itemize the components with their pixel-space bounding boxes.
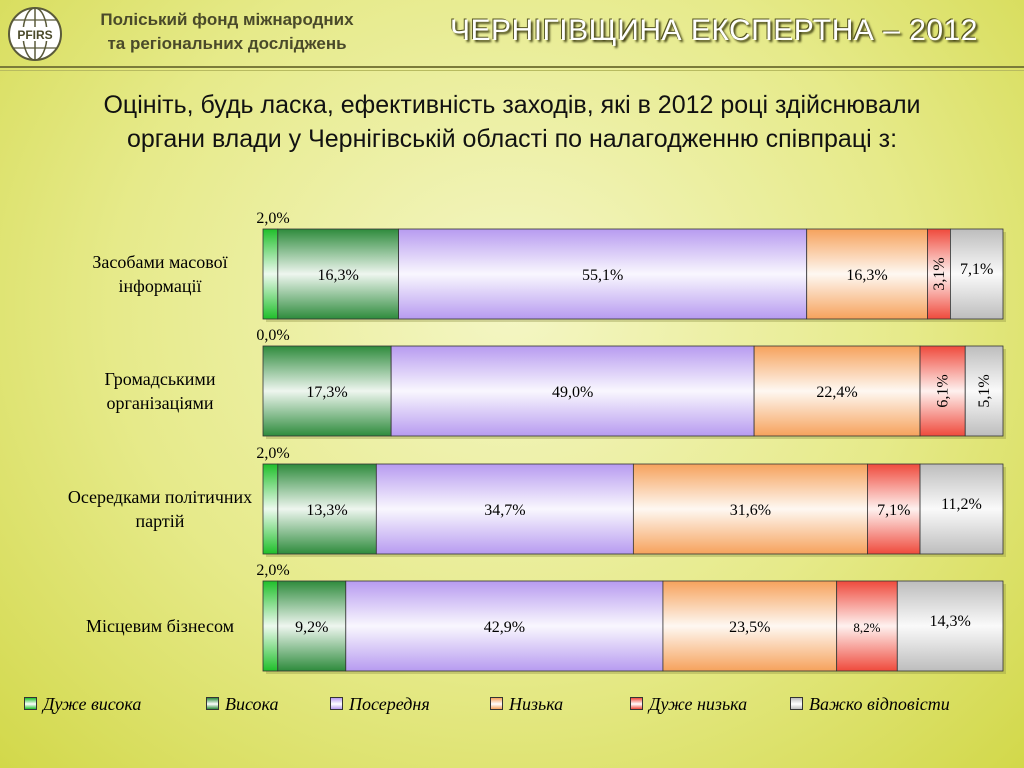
category-label: Засобами масової інформації (92, 252, 227, 296)
data-label: 55,1% (582, 267, 623, 284)
data-label: 6,1% (935, 374, 952, 407)
legend-item-high: Висока (206, 694, 279, 715)
data-label: 16,3% (846, 267, 887, 284)
bar-segment-very_high (262, 463, 279, 555)
data-label: 0,0% (256, 327, 289, 344)
category-label: Осередками політичних партій (68, 487, 252, 531)
data-label: 14,3% (929, 613, 970, 630)
data-label: 42,9% (484, 619, 525, 636)
category-label-line: Місцевим бізнесом (86, 616, 234, 636)
data-label: 16,3% (318, 267, 359, 284)
bar-segment-medium (398, 228, 808, 320)
data-label: 23,5% (729, 619, 770, 636)
bar-segment-low (806, 228, 928, 320)
legend-label: Посередня (349, 694, 430, 714)
bar-segment-high (277, 580, 347, 672)
data-label: 2,0% (256, 562, 289, 579)
slide-title: ЧЕРНІГІВЩИНА ЕКСПЕРТНА – 2012 (450, 14, 978, 47)
category-label-line: інформації (119, 276, 202, 296)
org-line-1: Поліський фонд міжнародних (100, 10, 354, 29)
data-label: 13,3% (306, 502, 347, 519)
category-label-line: Засобами масової (92, 252, 227, 272)
header-divider (0, 66, 1024, 68)
chart-legend: Дуже висока Висока Посередня Низька Дуже низ… (24, 694, 1004, 718)
bar-segment-very_high (262, 580, 279, 672)
slide-header: PFIRS Поліський фонд міжнародних та регі… (0, 0, 1024, 66)
legend-item-hard: Важко відповісти (790, 694, 950, 715)
bar-segment-low (753, 345, 921, 437)
data-label: 2,0% (256, 210, 289, 227)
data-label: 3,1% (931, 257, 948, 290)
legend-item-low: Низька (490, 694, 563, 715)
legend-item-very_high: Дуже висока (24, 694, 141, 715)
data-label: 31,6% (730, 502, 771, 519)
stacked-bar-chart: Засобами масової інформації 2,0% 16,3% 55,1%… (68, 210, 1006, 674)
bar-segment-high (277, 463, 377, 555)
data-label: 2,0% (256, 445, 289, 462)
logo-text: PFIRS (17, 28, 52, 42)
category-label-line: партій (136, 511, 185, 531)
legend-label: Дуже низька (649, 694, 748, 714)
legend-swatch (206, 697, 219, 711)
data-label: 17,3% (306, 384, 347, 401)
data-label: 22,4% (816, 384, 857, 401)
bar-segment-hard (896, 580, 1004, 672)
legend-swatch (490, 697, 503, 711)
bar-segment-medium (390, 345, 755, 437)
category-label-line: Осередками політичних (68, 487, 252, 507)
bar-segment-hard (919, 463, 1004, 555)
legend-swatch (330, 697, 343, 711)
bar-segment-very_low (867, 463, 921, 555)
bar-segment-hard (950, 228, 1004, 320)
org-line-2: та регіональних досліджень (107, 34, 347, 53)
bar-segment-low (662, 580, 838, 672)
question-line-2: органи влади у Чернігівській області по … (126, 125, 898, 153)
data-label: 11,2% (941, 496, 982, 513)
legend-label: Дуже висока (43, 694, 142, 714)
question-text: Оцініть, будь ласка, ефективність заході… (20, 88, 1004, 156)
bar-segment-very_low (919, 345, 966, 437)
category-label-line: Громадськими (105, 369, 216, 389)
data-label: 5,1% (976, 374, 993, 407)
legend-item-very_low: Дуже низька (630, 694, 747, 715)
bar-segment-very_low (836, 580, 898, 672)
data-label: 49,0% (552, 384, 593, 401)
legend-swatch (630, 697, 643, 711)
legend-label: Низька (509, 694, 564, 714)
bar-segment-medium (375, 463, 634, 555)
bar-segment-low (632, 463, 868, 555)
globe-logo-icon: PFIRS (8, 7, 62, 61)
bar-segment-high (277, 228, 399, 320)
legend-label: Важко відповісти (809, 694, 950, 714)
organization-name: Поліський фонд міжнародних та регіональн… (72, 8, 382, 56)
category-label-line: організаціями (106, 393, 213, 413)
data-label: 9,2% (295, 619, 328, 636)
header-divider-thin (0, 70, 1024, 71)
bar-segment-hard (964, 345, 1004, 437)
bar-segment-very_high (262, 228, 279, 320)
question-line-1: Оцініть, будь ласка, ефективність заході… (103, 91, 921, 119)
data-label: 8,2% (853, 620, 880, 635)
data-label: 7,1% (877, 502, 910, 519)
data-label: 7,1% (960, 261, 993, 278)
legend-label: Висока (225, 694, 279, 714)
bar-segment-medium (345, 580, 664, 672)
category-label: Місцевим бізнесом (86, 616, 234, 636)
category-label: Громадськими організаціями (105, 369, 216, 413)
legend-item-medium: Посередня (330, 694, 430, 715)
data-label: 34,7% (484, 502, 525, 519)
legend-swatch (24, 697, 37, 711)
legend-swatch (790, 697, 803, 711)
